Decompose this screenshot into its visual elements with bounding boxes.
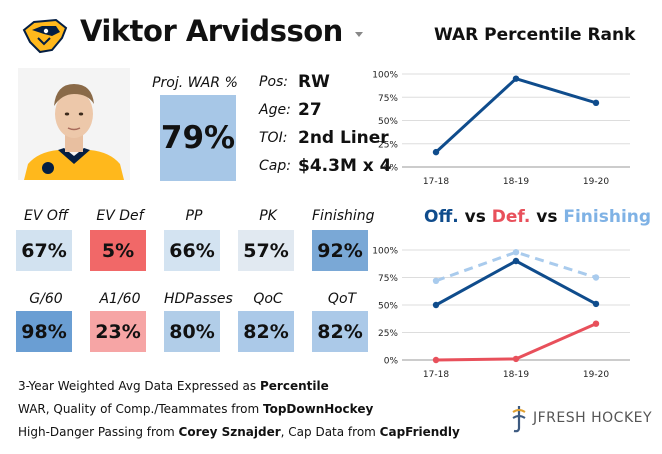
chart-1-y-tick-label: 50% [378, 117, 398, 127]
chart-1-y-tick-label: 0% [384, 164, 399, 174]
stat-value-ev-def: 5% [90, 230, 146, 271]
footer-line-2: WAR, Quality of Comp./Teammates from Top… [18, 402, 373, 416]
stat-value-ev-off: 67% [16, 230, 72, 271]
footer-line-3: High-Danger Passing from Corey Sznajder,… [18, 425, 460, 439]
chart-1-x-tick-label: 18-19 [503, 177, 529, 187]
chart-2-title-vs-2: vs [530, 207, 564, 227]
chart-1-x-tick-label: 19-20 [583, 177, 609, 187]
chevron-down-icon[interactable] [355, 32, 363, 37]
player-photo [18, 68, 130, 180]
chart-2-data-point [512, 249, 520, 256]
footer-line-3-bold-1: Corey Sznajder [178, 425, 281, 439]
chart-2-data-point [432, 356, 440, 364]
info-label-toi: TOI: [259, 130, 288, 146]
chart-1-data-point [592, 99, 600, 107]
info-value-pos: RW [298, 72, 330, 92]
footer-line-1-text: 3-Year Weighted Avg Data Expressed as [18, 379, 260, 393]
stat-value-finishing: 92% [312, 230, 368, 271]
footer-line-2-text: WAR, Quality of Comp./Teammates from [18, 402, 263, 416]
footer-line-2-bold: TopDownHockey [263, 402, 374, 416]
stat-label-finishing: Finishing [312, 208, 375, 224]
chart-1-x-tick-label: 17-18 [423, 177, 449, 187]
chart-2-x-tick-label: 18-19 [503, 370, 529, 380]
chart-2-x-tick-label: 17-18 [423, 370, 449, 380]
chart-2-series-line-2 [435, 250, 597, 283]
info-value-age: 27 [298, 100, 322, 120]
chart-2-series-line-1 [435, 322, 597, 362]
footer-line-3-bold-2: CapFriendly [379, 425, 460, 439]
info-value-cap: $4.3M x 4 [298, 156, 392, 176]
stat-label-g60: G/60 [29, 291, 63, 307]
chart-2-data-point [592, 274, 600, 281]
chart-1-y-tick-label: 100% [372, 71, 398, 81]
proj-war-label: Proj. WAR % [152, 75, 238, 91]
chart-1-data-point [432, 148, 440, 156]
info-value-toi: 2nd Liner [298, 128, 389, 148]
chart-1-data-point [512, 75, 520, 82]
jfresh-hockey-logo-icon [510, 404, 528, 434]
stat-label-ev-off: EV Off [24, 208, 68, 224]
stat-label-qoc: QoC [253, 291, 283, 307]
chart-2-data-point [592, 300, 600, 308]
footer-line-3-mid: , Cap Data from [280, 425, 380, 439]
stat-label-a160: A1/60 [99, 291, 141, 307]
chart-2-title-finishing: Finishing [563, 207, 652, 227]
chart-2-data-point [432, 277, 440, 284]
stat-value-g60: 98% [16, 311, 72, 352]
stat-label-hdpasses: HDPasses [164, 291, 233, 307]
stat-label-pk: PK [259, 208, 277, 224]
stat-label-qot: QoT [327, 291, 357, 307]
chart-2-data-point [432, 301, 440, 309]
chart-2-y-tick-label: 50% [378, 302, 398, 312]
chart-2-y-tick-label: 100% [372, 247, 398, 257]
chart-2-y-tick-label: 0% [384, 357, 399, 367]
stat-value-qoc: 82% [238, 311, 294, 352]
chart-2-series-line-0 [435, 259, 597, 307]
chart-2-y-tick-label: 75% [378, 274, 398, 284]
stat-value-qot: 82% [312, 311, 368, 352]
chart-2-data-point [512, 257, 520, 265]
chart-2-title-off: Off. [424, 207, 459, 227]
chart-2-title: Off. vs Def. vs Finishing [424, 207, 651, 227]
stat-label-ev-def: EV Def [96, 208, 144, 224]
footer-line-1: 3-Year Weighted Avg Data Expressed as Pe… [18, 379, 329, 393]
chart-2-data-point [592, 320, 600, 327]
footer-line-1-bold: Percentile [259, 379, 329, 393]
chart-1-series-line-0 [434, 77, 597, 154]
nashville-predators-logo-icon [22, 16, 68, 56]
proj-war-value: 79% [160, 95, 236, 181]
chart-1-y-tick-label: 75% [378, 94, 398, 104]
player-name: Viktor Arvidsson [80, 14, 343, 48]
stat-value-pk: 57% [238, 230, 294, 271]
chart-2-data-point [512, 355, 520, 363]
war-percentile-chart: 0% 25% 50% 75% 100% 17-18 18-19 19-20 [372, 71, 630, 187]
chart-2-title-def: Def. [491, 207, 531, 227]
chart-1-title: WAR Percentile Rank [434, 25, 636, 45]
stat-value-pp: 66% [164, 230, 220, 271]
off-def-finishing-chart: 0% 25% 50% 75% 100% 17-18 18-19 19-20 [372, 247, 630, 380]
stat-label-pp: PP [185, 208, 203, 224]
info-label-age: Age: [259, 102, 291, 118]
brand-name: JFRESH HOCKEY [533, 410, 653, 426]
footer-line-3-text: High-Danger Passing from [18, 425, 179, 439]
chart-2-title-vs-1: vs [458, 207, 492, 227]
chart-1-y-tick-label: 25% [378, 140, 398, 150]
stat-value-a160: 23% [90, 311, 146, 352]
chart-2-y-tick-label: 25% [378, 329, 398, 339]
info-label-pos: Pos: [259, 74, 289, 90]
stat-value-hdpasses: 80% [164, 311, 220, 352]
chart-2-x-tick-label: 19-20 [583, 370, 609, 380]
info-label-cap: Cap: [259, 158, 291, 174]
